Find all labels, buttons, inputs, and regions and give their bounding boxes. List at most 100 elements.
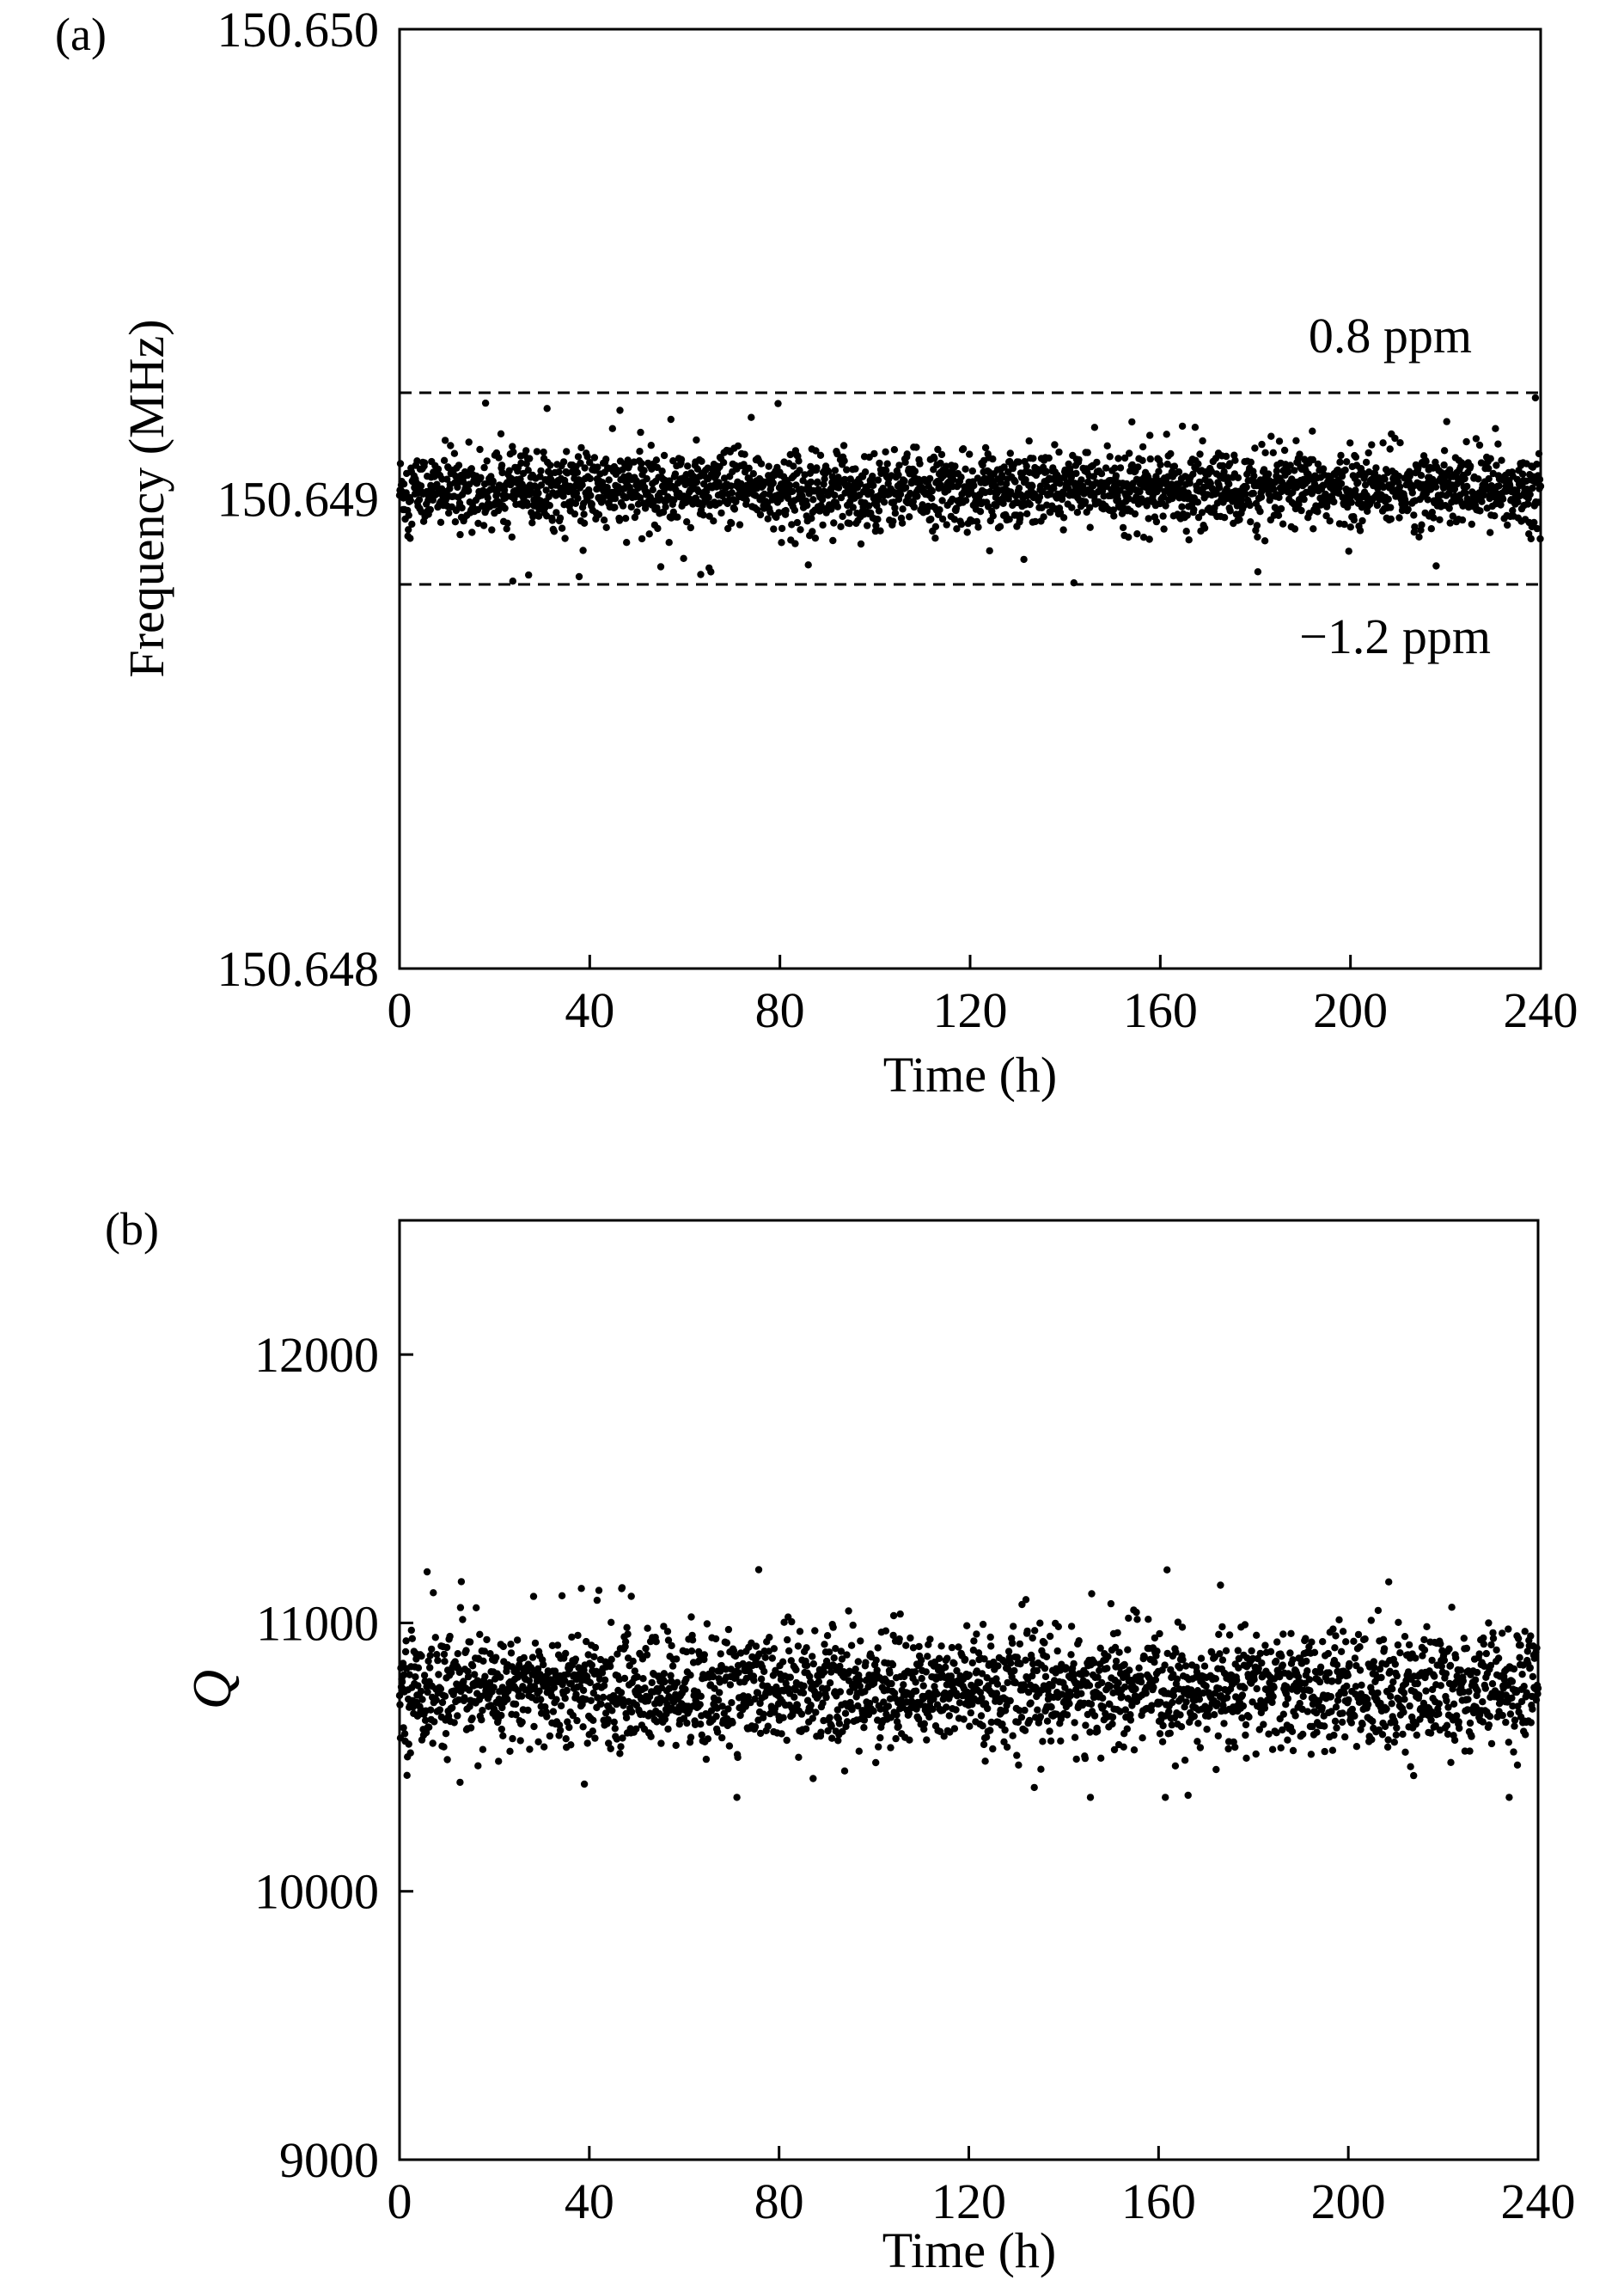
data-point	[652, 1638, 660, 1646]
data-point	[733, 1794, 741, 1801]
data-point	[831, 492, 839, 499]
data-point	[719, 459, 728, 467]
data-point	[1197, 1654, 1206, 1662]
data-point	[1194, 1720, 1202, 1727]
data-point	[1420, 1635, 1428, 1644]
data-point	[749, 470, 757, 478]
data-point	[577, 459, 584, 468]
data-point	[1253, 1684, 1261, 1693]
data-point	[1017, 1714, 1026, 1721]
data-point	[1225, 1631, 1234, 1639]
data-point	[770, 1645, 778, 1653]
data-point	[1242, 1754, 1250, 1762]
data-point	[1300, 495, 1308, 504]
data-point	[1314, 460, 1322, 468]
data-point	[1016, 1640, 1024, 1648]
data-point	[1379, 439, 1387, 447]
data-point	[872, 522, 880, 529]
data-point	[1412, 1654, 1419, 1662]
data-point	[825, 1648, 833, 1656]
data-point	[836, 1688, 845, 1696]
data-point	[962, 1655, 969, 1664]
data-point	[1343, 458, 1351, 466]
data-point	[657, 1739, 665, 1747]
data-point	[468, 529, 476, 536]
data-point	[1446, 519, 1454, 527]
data-point	[621, 1638, 630, 1646]
data-point	[1196, 1744, 1205, 1751]
data-point	[1463, 482, 1471, 491]
data-point	[1291, 1712, 1299, 1720]
data-point	[1531, 394, 1540, 402]
data-point	[507, 1641, 515, 1648]
data-point	[556, 514, 565, 522]
data-point	[760, 1710, 767, 1718]
data-point	[1218, 1656, 1227, 1664]
data-point	[440, 1650, 449, 1659]
data-point	[1050, 485, 1058, 492]
data-point	[840, 457, 848, 465]
data-point	[1226, 460, 1234, 468]
data-point	[1253, 1631, 1261, 1640]
data-point	[1408, 489, 1417, 497]
data-point	[1031, 517, 1040, 526]
data-point	[1372, 464, 1380, 472]
data-point	[1432, 562, 1440, 570]
data-point	[1073, 509, 1082, 517]
data-point	[891, 504, 899, 512]
data-point	[1318, 1703, 1326, 1712]
data-point	[1194, 498, 1202, 506]
data-point	[1120, 454, 1129, 462]
data-point	[654, 524, 662, 533]
data-point	[553, 509, 560, 517]
data-point	[856, 1682, 864, 1690]
data-point	[764, 515, 772, 523]
data-point	[1220, 514, 1229, 522]
data-point	[1134, 463, 1142, 471]
data-point	[518, 1692, 526, 1700]
data-point	[1277, 504, 1285, 513]
data-point	[1241, 1621, 1249, 1629]
data-point	[565, 1723, 573, 1732]
data-point	[1087, 1700, 1096, 1708]
data-point	[642, 1645, 650, 1653]
data-point	[1119, 523, 1127, 532]
data-point	[1085, 1682, 1094, 1690]
data-point	[1156, 1629, 1163, 1638]
data-point	[846, 509, 853, 517]
data-point	[815, 1678, 823, 1686]
data-point	[760, 490, 768, 498]
data-point	[937, 450, 946, 459]
data-point	[841, 1709, 850, 1717]
data-point	[1410, 511, 1418, 519]
data-point	[1030, 1783, 1038, 1792]
data-point	[864, 522, 871, 529]
data-point	[1368, 1736, 1376, 1744]
data-point	[558, 1592, 566, 1600]
data-point	[1195, 478, 1204, 486]
data-point	[928, 494, 936, 502]
data-point	[1212, 1765, 1220, 1774]
data-point	[906, 513, 913, 521]
data-point	[860, 1724, 868, 1732]
data-point	[1212, 1675, 1220, 1683]
data-point	[1239, 1702, 1248, 1710]
data-point	[918, 1674, 925, 1683]
data-point	[950, 1660, 958, 1667]
data-point	[668, 1641, 675, 1650]
data-point	[727, 482, 735, 490]
data-point	[643, 1651, 651, 1659]
data-point	[760, 1667, 768, 1676]
data-point	[1151, 1659, 1158, 1666]
data-point	[1287, 1629, 1295, 1638]
data-point	[443, 1756, 451, 1763]
data-point	[829, 478, 837, 486]
data-point	[1124, 1646, 1132, 1653]
data-point	[591, 1734, 599, 1742]
data-point	[952, 1706, 960, 1714]
data-point	[729, 1719, 736, 1727]
data-point	[437, 1685, 445, 1693]
data-point	[931, 455, 938, 462]
reference-label-lower: −1.2 ppm	[1299, 608, 1491, 664]
data-point	[1278, 1653, 1285, 1660]
